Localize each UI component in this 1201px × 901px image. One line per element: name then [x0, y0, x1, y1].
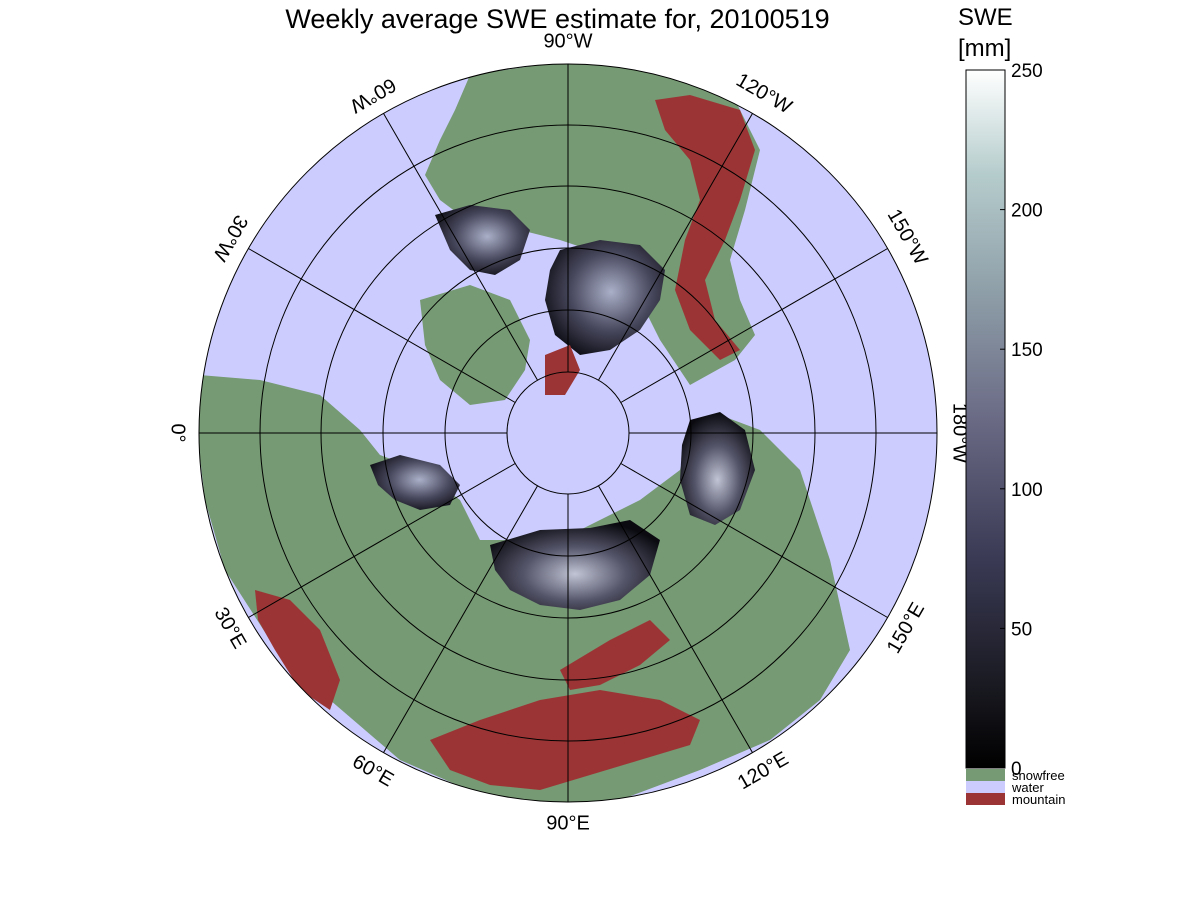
- longitude-label-180w: 180°W: [949, 403, 971, 463]
- snow-canadian-archipelago: [545, 240, 665, 355]
- longitude-label-90e: 90°E: [546, 812, 590, 834]
- chart-title: Weekly average SWE estimate for, 2010051…: [285, 4, 830, 34]
- colorbar-title-line2: [mm]: [958, 35, 1012, 62]
- snow-hudson-region: [435, 205, 530, 275]
- meridian-line: [598, 113, 753, 381]
- colorbar-tick-label: 100: [1011, 480, 1043, 501]
- graticule: [198, 63, 938, 803]
- colorbar-title: SWE [mm]: [958, 2, 1013, 64]
- meridian-line: [248, 248, 516, 403]
- snow-scandinavia: [370, 455, 460, 510]
- colorbar-title-line1: SWE: [958, 4, 1013, 31]
- colorbar-tick-label: 0: [1011, 759, 1022, 780]
- mountain-central-asia: [430, 690, 700, 790]
- legend-label-water: water: [1011, 780, 1044, 795]
- snow-siberia: [490, 520, 660, 610]
- colorbar-tick-label: 250: [1011, 61, 1043, 82]
- meridian-line: [620, 248, 888, 403]
- meridian-line: [383, 485, 538, 753]
- meridian-line: [620, 463, 888, 618]
- map-disc: [199, 64, 937, 802]
- mountain-iceland-ne: [545, 345, 580, 395]
- snow-east-siberia: [680, 412, 755, 525]
- meridian-line: [598, 485, 753, 753]
- mountain-altai: [560, 620, 670, 690]
- legend-label-snowfree: snowfree: [1012, 768, 1065, 783]
- colorbar-tick-label: 200: [1011, 201, 1043, 222]
- longitude-label-0: 0°: [167, 423, 189, 442]
- legend-label-mountain: mountain: [1012, 792, 1065, 807]
- legend-swatch-water: [966, 781, 1005, 793]
- legend-swatch-snowfree: [966, 769, 1005, 781]
- mountain-europe: [255, 590, 340, 710]
- longitude-label-90w: 90°W: [543, 30, 592, 52]
- meridians: [199, 64, 937, 802]
- colorbar-tick-label: 150: [1011, 340, 1043, 361]
- meridian-line: [383, 113, 538, 381]
- colorbar-tick-label: 50: [1011, 619, 1032, 640]
- colorbar-gradient: [965, 69, 1006, 769]
- legend-swatch-mountain: [966, 793, 1005, 805]
- landmass-greenland: [420, 285, 530, 405]
- meridian-line: [248, 463, 516, 618]
- colorbar-ticks: 0 50 100 150 200 250: [1000, 61, 1043, 780]
